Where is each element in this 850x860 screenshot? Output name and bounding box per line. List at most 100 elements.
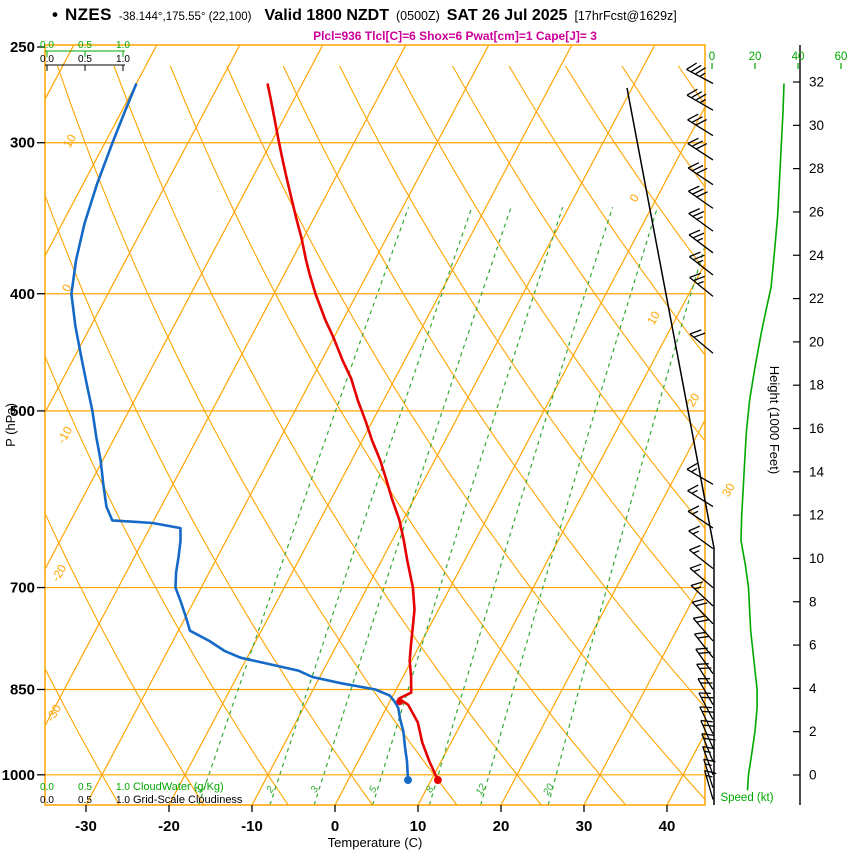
temperature-tick-label: -20: [158, 818, 180, 835]
dry-adiabat-line: [45, 667, 120, 805]
mixing-ratio-label: 12: [474, 782, 489, 798]
valid-time-z: (0500Z): [396, 9, 440, 23]
valid-time: Valid 1800 NZDT: [264, 7, 390, 24]
mixing-ratio-line: [372, 207, 564, 805]
wind-barb: [693, 631, 714, 659]
temperature-surface-marker: [433, 776, 442, 785]
header: • NZES -38.144°,175.55° (22,100) Valid 1…: [52, 5, 677, 25]
temperature-tick-label: 40: [659, 818, 676, 835]
height-tick-label: 10: [809, 551, 824, 566]
dry-adiabat-line: [735, 66, 850, 805]
wind-barb: [687, 484, 714, 508]
dry-adiabat-line: [45, 512, 205, 805]
temperature-tick-label: 30: [576, 818, 593, 835]
mixing-ratio-line: [313, 207, 512, 805]
pressure-tick-label: 300: [10, 135, 35, 152]
mixing-ratio-line: [480, 207, 659, 805]
isotherm-line: [500, 418, 705, 805]
height-tick-label: 28: [809, 161, 824, 176]
dry-adiabat-line: [113, 65, 542, 805]
wind-barb: [690, 581, 714, 607]
wind-barb: [689, 272, 714, 297]
cloudiness-bottom-tick-label: 0.0: [40, 795, 54, 806]
pressure-tick-label: 400: [10, 286, 35, 303]
dry-adiabat-line: [226, 65, 705, 801]
cloudwater-bottom-tick-label: 0.0: [40, 782, 54, 793]
pressure-tick-label: 500: [10, 403, 35, 420]
wind-barb: [698, 692, 714, 720]
isotherm-line: [45, 45, 241, 414]
wind-barb: [688, 544, 714, 570]
stability-indices: Plcl=936 Tlcl[C]=6 Shox=6 Pwat[cm]=1 Cap…: [313, 29, 597, 43]
wind-barb: [695, 647, 714, 675]
speed-scale-label: 0: [709, 51, 715, 63]
cloudwater-bottom-tick-label: 0.5: [78, 782, 92, 793]
cloudiness-scale-tick-label: 0.0: [40, 54, 54, 65]
speed-axis-title: Speed (kt): [720, 792, 773, 804]
wind-barb: [689, 251, 714, 276]
mixing-ratio-label: 2: [264, 784, 277, 796]
height-tick-label: 4: [809, 681, 817, 696]
station-id: NZES: [64, 5, 112, 24]
isotherm-line: [85, 45, 490, 805]
dry-adiabat-line: [508, 65, 705, 356]
isotherm-line: [168, 45, 573, 805]
dry-adiabat-line: [395, 65, 705, 529]
temperature-tick-label: 20: [493, 818, 510, 835]
theta-label: -30: [43, 702, 64, 724]
pressure-tick-label: 850: [10, 681, 35, 698]
mixing-ratio-lines: [197, 206, 705, 805]
theta-label: -20: [49, 562, 70, 584]
wind-barb: [692, 615, 714, 642]
speed-scale-label: 40: [792, 51, 805, 63]
wind-barb: [699, 706, 715, 735]
wind-barb: [686, 462, 714, 485]
wind-barb: [704, 769, 717, 800]
isotherm-label: 20: [684, 390, 703, 409]
cloudiness-bottom-tick-label: 0.5: [78, 795, 92, 806]
wind-barb: [687, 505, 714, 529]
cloudwater-scale-tick-label: 0.5: [78, 40, 92, 51]
valid-date: SAT 26 Jul 2025: [446, 7, 568, 24]
mixing-ratio-label: 8: [424, 784, 437, 795]
pressure-tick-label: 1000: [2, 767, 35, 784]
height-tick-label: 26: [809, 204, 824, 219]
station-coords: -38.144°,175.55° (22,100): [118, 11, 252, 23]
wind-barb: [697, 678, 714, 706]
wind-barb: [688, 208, 714, 232]
isotherm-label: 30: [719, 480, 738, 499]
dewpoint-curve: [70, 83, 410, 781]
mixing-ratio-label: 20: [541, 782, 557, 798]
height-tick-label: 8: [809, 594, 817, 609]
temperature-tick-label: -10: [241, 818, 263, 835]
height-tick-label: 12: [809, 508, 824, 523]
cloudiness-scale-tick-label: 0.5: [78, 54, 92, 65]
lcl-marker: [396, 698, 404, 706]
cloudiness-axis-title: Grid-Scale Cloudiness: [133, 794, 243, 806]
wind-barb: [687, 162, 714, 186]
dry-adiabat-line: [45, 354, 289, 805]
cloudiness-bottom-tick-label: 1.0: [116, 795, 130, 806]
wind-barb: [686, 88, 714, 111]
data-boundary-line: [626, 87, 715, 805]
height-tick-label: 14: [809, 464, 825, 479]
cloudwater-bottom-tick-label: 1.0: [116, 782, 130, 793]
wind-speed-curve: [740, 83, 785, 791]
temperature-tick-label: 10: [410, 818, 427, 835]
temperature-curve: [266, 83, 440, 781]
wind-barb: [687, 113, 714, 137]
wind-barb: [689, 329, 714, 354]
temperature-tick-label: -30: [75, 818, 97, 835]
mixing-ratio-label: 1: [193, 785, 205, 795]
cloudwater-scale-tick-label: 0.0: [40, 40, 54, 51]
height-tick-label: 0: [809, 768, 817, 783]
dry-adiabat-line: [564, 65, 705, 272]
wind-barb: [691, 598, 714, 625]
isotherm-line: [334, 105, 705, 805]
isotherm-label: 0: [626, 191, 642, 204]
cloudiness-scale-tick-label: 1.0: [116, 54, 130, 65]
height-tick-label: 20: [809, 334, 824, 349]
isotherm-line: [417, 262, 705, 805]
dry-adiabat-line: [282, 65, 705, 709]
